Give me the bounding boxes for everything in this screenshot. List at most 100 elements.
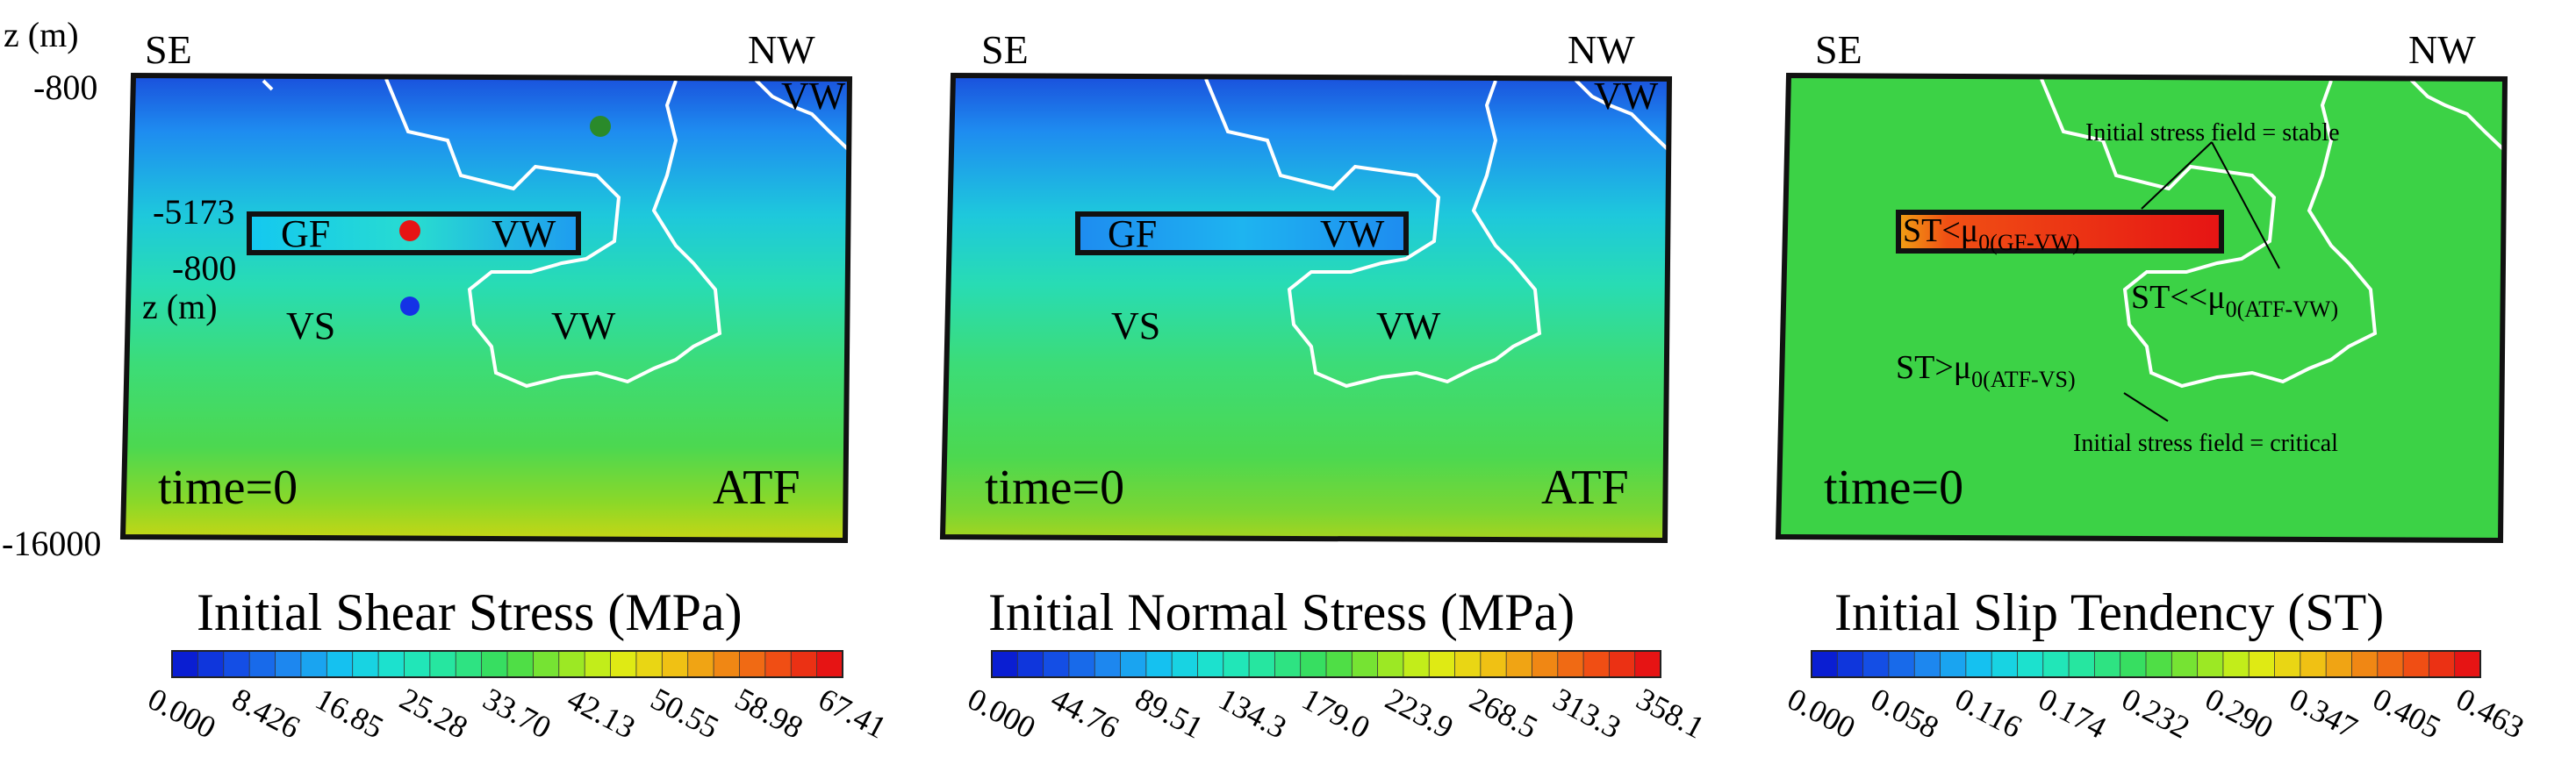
colorbar-segment [1940, 650, 1967, 678]
colorbar-segment [2120, 650, 2147, 678]
leader-stable-b [2211, 141, 2280, 269]
region-vw-mid: VW [1376, 304, 1441, 347]
direction-nw: NW [748, 27, 815, 72]
colorbar-frame [171, 650, 843, 678]
colorbar-segment [1557, 650, 1584, 678]
fault-label: ATF [713, 461, 800, 515]
direction-nw: NW [2408, 27, 2476, 72]
z-bottom-value: -16000 [2, 524, 102, 563]
colorbar-segment [455, 650, 483, 678]
colorbar-segment [1043, 650, 1070, 678]
colorbar-segment [2402, 650, 2430, 678]
colorbar-segment [429, 650, 457, 678]
colorbar-segment [2197, 650, 2224, 678]
annotation-st-atf-vs: ST>μ0(ATF-VS) [1896, 349, 2076, 392]
colorbar-segment [506, 650, 535, 678]
colorbar-segment [532, 650, 560, 678]
colorbar-frame [991, 650, 1661, 678]
time-label: time=0 [158, 461, 298, 515]
z-top-value: -800 [33, 68, 98, 107]
colorbar-segment [2017, 650, 2044, 678]
panel-shear-stress [119, 72, 853, 544]
inset-gf [1896, 210, 2224, 254]
region-boundary [384, 78, 722, 389]
region-boundary [1204, 78, 1542, 389]
colorbar-segment [1862, 650, 1890, 678]
region-vw-mid: VW [551, 304, 616, 347]
direction-nw: NW [1568, 27, 1635, 72]
colorbar-segment [1274, 650, 1302, 678]
region-vw-top: VW [1594, 75, 1659, 118]
leader-critical [2123, 392, 2169, 422]
colorbar-segment [2428, 650, 2456, 678]
panel-frame [119, 72, 853, 544]
colorbar-segment [2093, 650, 2121, 678]
colorbar-segment [2351, 650, 2379, 678]
inset-gf [1075, 211, 1409, 255]
colorbar-segment [2248, 650, 2276, 678]
colorbar-segment [558, 650, 586, 678]
colorbar-segment [1068, 650, 1096, 678]
colorbar-segment [687, 650, 714, 678]
inset-top-value: -5173 [153, 192, 235, 232]
panel-normal-stress [939, 72, 1673, 544]
colorbar-segment [2171, 650, 2199, 678]
colorbar-segment [1351, 650, 1379, 678]
colorbar-title-st: Initial Slip Tendency (ST) [1834, 583, 2385, 641]
colorbar-segment [1094, 650, 1122, 678]
colorbar-segment [1145, 650, 1173, 678]
colorbar-segment [1634, 650, 1661, 678]
time-label: time=0 [985, 461, 1125, 515]
region-boundary-top [753, 77, 850, 151]
colorbar-segment [584, 650, 612, 678]
z-axis-label: z (m) [4, 15, 79, 54]
fault-label: ATF [1541, 461, 1629, 515]
marker-red [399, 220, 420, 241]
panel-frame [939, 72, 1673, 544]
colorbar-segment [1608, 650, 1636, 678]
colorbar-segment [1913, 650, 1941, 678]
panel-frame [1775, 72, 2508, 544]
colorbar-segment [1454, 650, 1482, 678]
colorbar-segment [2145, 650, 2173, 678]
marker-blue [400, 297, 420, 316]
shear-field [123, 75, 850, 540]
inset-gf [247, 211, 581, 255]
colorbar-segment [1016, 650, 1044, 678]
colorbar-segment [1836, 650, 1864, 678]
colorbar-segment [352, 650, 379, 678]
colorbar-segment [713, 650, 741, 678]
time-label: time=0 [1824, 461, 1964, 515]
colorbar-segment [1197, 650, 1224, 678]
colorbar-frame [1811, 650, 2481, 678]
leader-stable-a [2141, 141, 2213, 210]
colorbar-segment [1532, 650, 1559, 678]
colorbar-segment [790, 650, 818, 678]
panel-slip-tendency [1775, 72, 2508, 544]
colorbar-normal [991, 650, 1661, 678]
colorbar-segment [1223, 650, 1250, 678]
colorbar-segment [1991, 650, 2019, 678]
colorbar-segment [635, 650, 664, 678]
region-vs: VS [286, 304, 336, 347]
colorbar-segment [300, 650, 328, 678]
colorbar-segment [481, 650, 508, 678]
inset-z-label: z (m) [142, 287, 218, 326]
colorbar-segment [1428, 650, 1456, 678]
annotation-critical: Initial stress field = critical [2073, 430, 2338, 457]
colorbar-segment [1480, 650, 1508, 678]
colorbar-st [1811, 650, 2481, 678]
colorbar-segment [2377, 650, 2404, 678]
colorbar-segment [2300, 650, 2328, 678]
colorbar-segment [2222, 650, 2250, 678]
colorbar-segment [1965, 650, 1993, 678]
colorbar-segment [1325, 650, 1353, 678]
colorbar-segment [197, 650, 225, 678]
colorbar-segment [326, 650, 354, 678]
normal-field [943, 75, 1669, 540]
colorbar-title-shear: Initial Shear Stress (MPa) [197, 583, 743, 641]
marker-green [590, 116, 611, 137]
direction-se: SE [145, 27, 192, 72]
colorbar-segment [610, 650, 637, 678]
